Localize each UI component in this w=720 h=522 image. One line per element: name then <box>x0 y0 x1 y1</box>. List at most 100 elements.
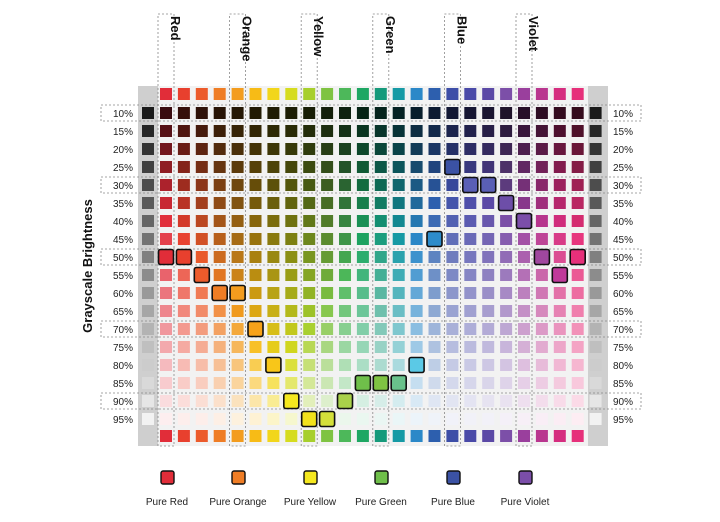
color-cell <box>482 251 495 263</box>
pure-hue-swatch-top <box>267 88 280 100</box>
color-cell <box>356 161 369 173</box>
color-cell <box>177 395 190 407</box>
gray-swatch-right <box>589 233 602 245</box>
color-cell <box>410 287 423 299</box>
color-cell <box>321 179 334 191</box>
pure-hue-swatch-bottom <box>553 430 566 442</box>
color-cell <box>500 305 513 317</box>
color-cell <box>428 107 441 119</box>
color-cell <box>571 197 584 209</box>
color-cell <box>518 269 530 281</box>
color-cell <box>428 197 441 209</box>
color-cell <box>231 251 244 263</box>
color-cell <box>482 107 495 119</box>
color-cell <box>464 125 477 137</box>
color-cell <box>464 341 477 353</box>
dashed-row-frame <box>100 392 642 410</box>
color-cell <box>535 107 548 119</box>
color-cell <box>374 287 387 299</box>
pure-hue-swatch-bottom <box>374 430 387 442</box>
highlight-cell <box>426 230 443 248</box>
hue-label-red: Red <box>168 16 183 41</box>
color-cell <box>446 107 459 119</box>
color-cell <box>482 323 495 335</box>
pure-hue-swatch-top <box>482 88 495 100</box>
color-cell <box>374 143 387 155</box>
legend-label: Pure Blue <box>431 497 475 508</box>
pure-hue-swatch-top <box>374 88 387 100</box>
color-cell <box>285 413 298 425</box>
color-cell <box>231 323 244 335</box>
pure-hue-swatch-top <box>195 88 208 100</box>
gray-swatch-left <box>142 179 154 191</box>
color-cell <box>213 161 226 173</box>
color-cell <box>428 215 441 227</box>
color-cell <box>213 233 226 245</box>
gray-swatch-left <box>142 413 154 425</box>
color-cell <box>446 413 459 425</box>
color-cell <box>231 359 244 371</box>
color-cell <box>303 377 316 389</box>
color-cell <box>464 161 477 173</box>
color-cell <box>267 161 280 173</box>
color-cell <box>231 269 244 281</box>
color-cell <box>553 305 566 317</box>
color-cell <box>195 341 208 353</box>
color-cell <box>285 287 298 299</box>
color-cell <box>356 359 369 371</box>
highlight-cell <box>533 248 551 266</box>
color-cell <box>571 179 584 191</box>
color-cell <box>392 251 405 263</box>
gray-swatch-right <box>589 179 602 191</box>
color-cell <box>500 107 513 119</box>
legend-label: Pure Green <box>355 497 407 508</box>
color-cell <box>518 179 530 191</box>
color-cell <box>500 359 513 371</box>
color-cell <box>446 287 459 299</box>
gray-swatch-right <box>589 143 602 155</box>
color-cell <box>213 215 226 227</box>
color-cell <box>535 413 548 425</box>
color-cell <box>195 125 208 137</box>
color-cell <box>482 395 495 407</box>
color-cell <box>231 233 244 245</box>
color-cell <box>339 341 351 353</box>
color-cell <box>160 377 172 389</box>
pure-hue-swatch-bottom <box>231 430 244 442</box>
color-cell <box>535 341 548 353</box>
color-cell <box>392 161 405 173</box>
color-cell <box>249 269 262 281</box>
gray-swatch-left <box>142 359 154 371</box>
color-cell <box>160 413 172 425</box>
color-cell <box>464 215 477 227</box>
color-cell <box>392 233 405 245</box>
color-cell <box>500 395 513 407</box>
color-cell <box>482 125 495 137</box>
color-cell <box>535 215 548 227</box>
color-cell <box>535 197 548 209</box>
color-cell <box>303 215 316 227</box>
gray-swatch-right <box>589 377 602 389</box>
gray-swatch-left <box>142 341 154 353</box>
color-cell <box>553 395 566 407</box>
color-cell <box>249 413 262 425</box>
color-cell <box>571 395 584 407</box>
highlight-cell <box>444 158 461 176</box>
color-cell <box>356 197 369 209</box>
gray-swatch-right <box>589 269 602 281</box>
hue-label-blue: Blue <box>454 16 469 44</box>
color-cell <box>356 413 369 425</box>
color-cell <box>231 107 244 119</box>
color-cell <box>571 377 584 389</box>
color-cell <box>518 197 530 209</box>
gray-swatch-left <box>142 269 154 281</box>
color-cell <box>500 251 513 263</box>
pure-hue-swatch-bottom <box>267 430 280 442</box>
color-cell <box>428 305 441 317</box>
color-cell <box>446 323 459 335</box>
brightness-label-right: 15% <box>613 127 633 138</box>
color-cell <box>249 341 262 353</box>
color-cell <box>374 215 387 227</box>
color-cell <box>464 197 477 209</box>
color-cell <box>446 251 459 263</box>
